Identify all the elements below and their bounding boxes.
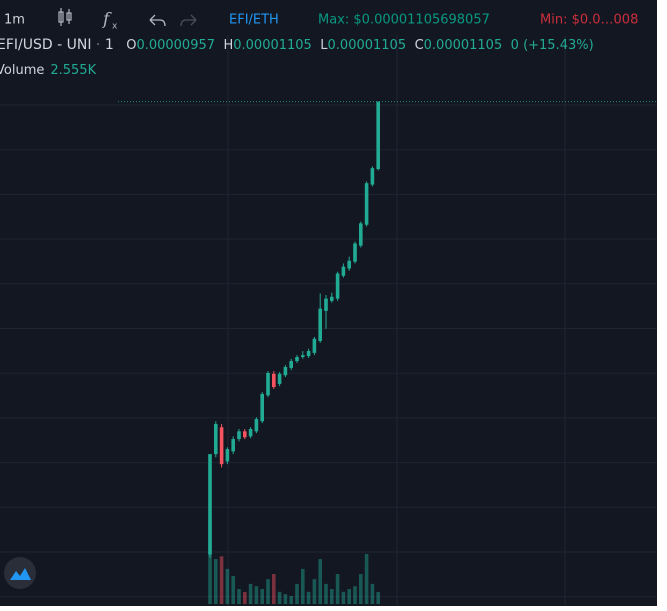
volume-bar <box>248 583 253 604</box>
high-value: 0.00001105 <box>233 38 312 53</box>
candle-body <box>347 260 351 269</box>
volume-bar <box>208 519 212 604</box>
legend-dot: · <box>91 37 104 53</box>
volume-bar <box>231 575 235 604</box>
candle-body <box>295 356 299 362</box>
volume-bar <box>347 589 351 604</box>
volume-bar <box>312 579 317 604</box>
candle-body <box>289 361 293 368</box>
candle-body <box>237 431 241 440</box>
max-label: Max: $0.00001105698057 <box>318 13 490 28</box>
volume-bar <box>353 586 357 604</box>
volume-bar <box>370 583 375 604</box>
volume-label: Volume <box>0 63 44 78</box>
low-label: L <box>320 38 328 53</box>
volume-bar <box>318 559 322 604</box>
volume-bar <box>341 591 346 604</box>
volume-bars <box>208 519 380 604</box>
candle-body <box>341 266 346 276</box>
candle-body <box>231 439 235 452</box>
candle-body <box>353 243 357 262</box>
candle-body <box>243 431 247 438</box>
candle-body <box>364 183 369 225</box>
candle-body <box>318 308 322 342</box>
volume-bar <box>306 591 311 604</box>
close-value: 0.00001105 <box>424 38 503 53</box>
volume-bar <box>330 589 334 604</box>
candle-body <box>359 223 363 246</box>
high-label: H <box>223 38 233 53</box>
candle-body <box>330 296 334 301</box>
volume-bar <box>219 556 224 604</box>
undo-button[interactable] <box>149 14 166 27</box>
redo-button[interactable] <box>180 14 197 27</box>
close-label: C <box>415 38 424 53</box>
min-label: Min: $0.0…008 <box>540 13 638 28</box>
volume-bar <box>359 574 363 604</box>
chart-panel: 1m f x EFI/ETH Max: $0.00001105698057 Mi… <box>0 0 657 606</box>
candle-body <box>370 168 375 185</box>
candle-body <box>208 454 212 555</box>
volume-bar <box>225 568 230 604</box>
candle-body <box>376 101 380 170</box>
volume-bar <box>283 594 288 604</box>
grid <box>0 35 657 606</box>
open-label: O <box>126 38 136 53</box>
candle-body <box>283 367 288 376</box>
indicators-icon[interactable]: f <box>101 10 112 30</box>
candle-body <box>301 355 305 357</box>
legend-interval: 1 <box>105 37 114 53</box>
low-value: 0.00001105 <box>328 38 407 53</box>
candle-body <box>266 372 270 396</box>
volume-bar <box>335 574 340 604</box>
volume-bar <box>214 559 218 604</box>
volume-bar <box>237 589 241 604</box>
candle-body <box>248 429 253 437</box>
indicators-icon-sub: x <box>112 22 118 32</box>
volume-bar <box>243 592 247 604</box>
volume-bar <box>364 553 369 604</box>
volume-bar <box>254 586 259 604</box>
candle-body <box>306 351 311 357</box>
background <box>0 0 657 606</box>
volume-bar <box>272 574 276 604</box>
volume-value: 2.555K <box>50 63 96 78</box>
volume-bar <box>301 568 305 604</box>
candle-body <box>324 298 328 311</box>
candle-body <box>312 338 317 353</box>
change-value: 0 (+15.43%) <box>511 38 594 53</box>
volume-bar <box>376 592 380 604</box>
candle-body <box>260 393 264 422</box>
volume-row: Volume 2.555K <box>0 63 97 78</box>
candle-body <box>214 424 218 455</box>
legend-symbol: EFI/USD - UNI <box>0 37 91 53</box>
candle-body <box>335 273 340 299</box>
volume-bar <box>266 579 270 604</box>
volume-bar <box>260 589 264 604</box>
volume-bar <box>277 591 282 604</box>
candle-body <box>219 427 224 465</box>
candle-body <box>272 373 276 388</box>
volume-bar <box>289 596 293 604</box>
candle-body <box>225 449 230 462</box>
candle-body <box>254 419 259 432</box>
pair-label[interactable]: EFI/ETH <box>229 13 279 28</box>
candle-body <box>277 373 282 384</box>
candle-type-icon[interactable] <box>58 8 72 26</box>
candles <box>118 101 657 558</box>
open-value: 0.00000957 <box>136 38 215 53</box>
volume-bar <box>295 583 299 604</box>
interval-button[interactable]: 1m <box>4 13 25 28</box>
logo[interactable] <box>4 557 36 589</box>
legend-row: EFI/USD - UNI · 1 O0.00000957 H0.0000110… <box>0 37 594 53</box>
volume-bar <box>324 583 328 604</box>
